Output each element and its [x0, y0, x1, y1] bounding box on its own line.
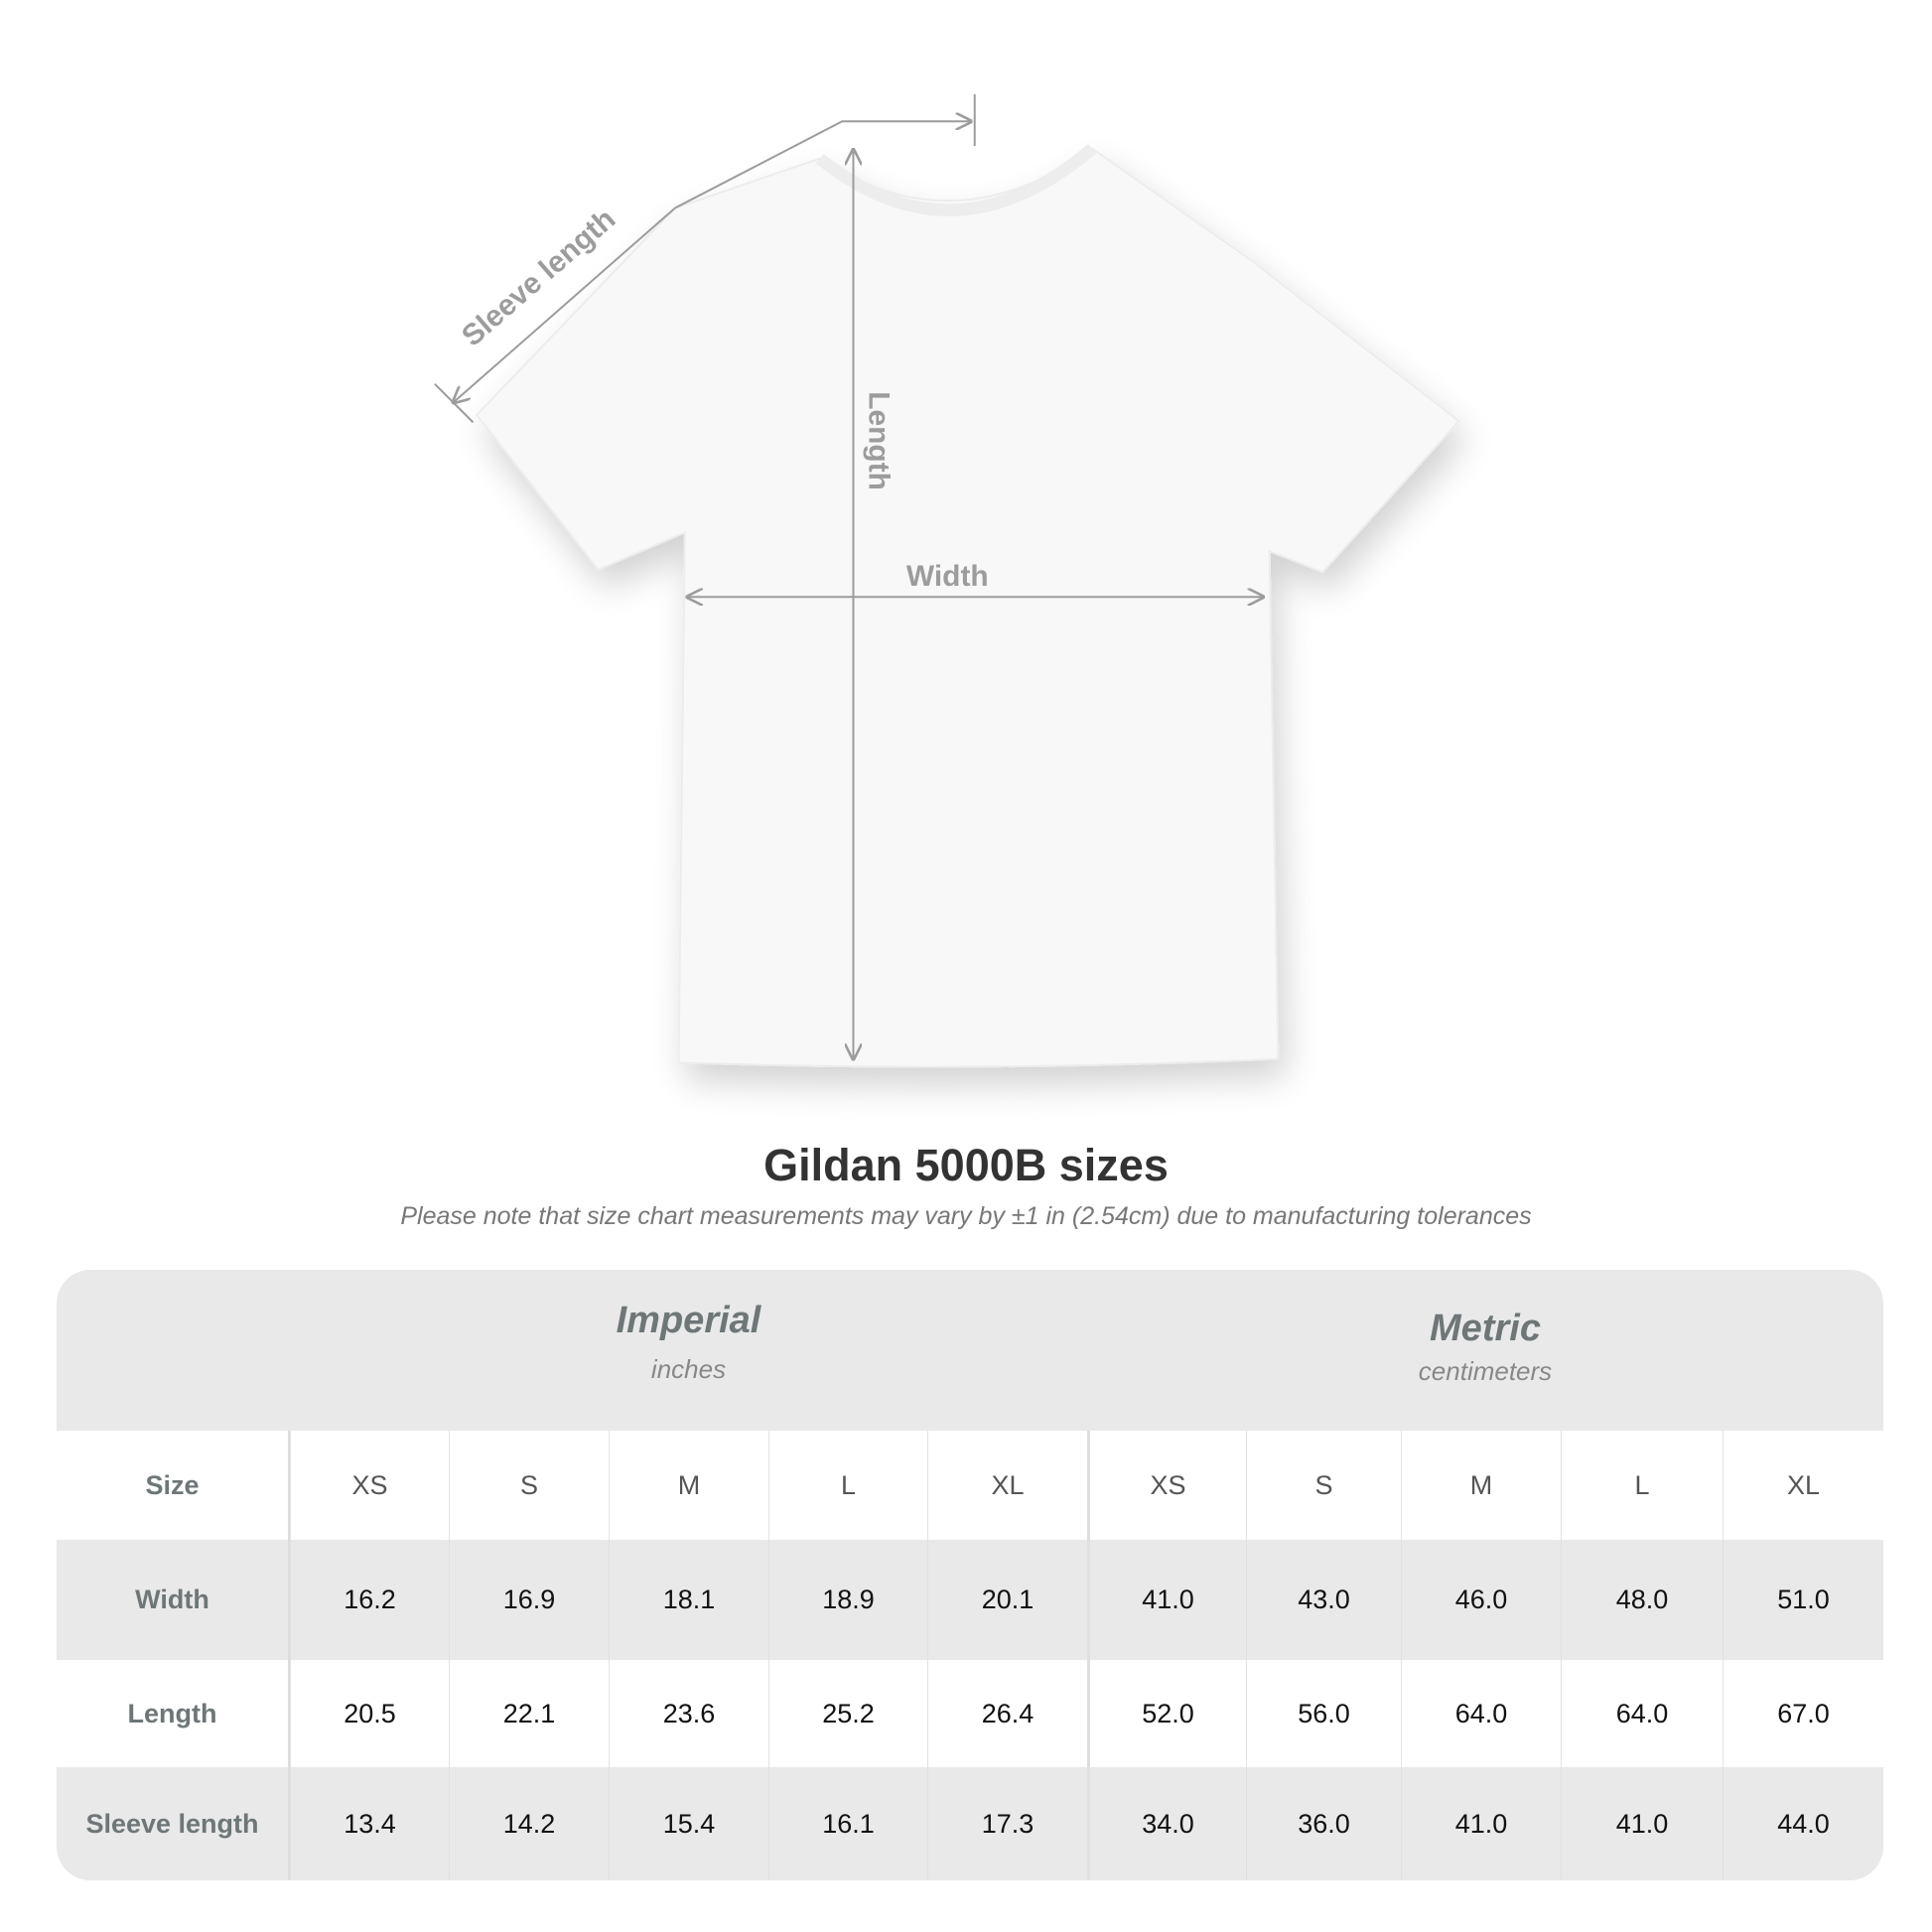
table-cell: 13.4	[290, 1767, 449, 1880]
size-header-cell: M	[609, 1431, 768, 1540]
table-cell: 16.2	[290, 1540, 449, 1660]
table-cell: 17.3	[927, 1767, 1087, 1880]
table-cell: 67.0	[1723, 1660, 1883, 1767]
table-cell: 18.1	[609, 1540, 768, 1660]
row-label: Size	[57, 1431, 290, 1540]
table-cell: 41.0	[1401, 1767, 1561, 1880]
size-header-cell: S	[1246, 1431, 1401, 1540]
row-label: Length	[57, 1660, 290, 1767]
tshirt-shape	[476, 147, 1460, 1068]
table-cell: 52.0	[1087, 1660, 1246, 1767]
size-header-cell: XL	[927, 1431, 1087, 1540]
group-title: Imperial	[616, 1300, 761, 1341]
table-cell: 20.1	[927, 1540, 1087, 1660]
table-cell: 23.6	[609, 1660, 768, 1767]
table-cell: 14.2	[449, 1767, 609, 1880]
table-cell: 16.9	[449, 1540, 609, 1660]
group-title: Metric	[1430, 1308, 1541, 1349]
table-cell: 64.0	[1561, 1660, 1723, 1767]
table-row: Sleeve length 13.4 14.2 15.4 16.1 17.3 34.0 36.…	[57, 1767, 1883, 1880]
sleeve-length-arrow	[454, 207, 676, 403]
size-header-cell: XS	[1087, 1431, 1246, 1540]
table-cell: 48.0	[1561, 1540, 1723, 1660]
table-cell: 51.0	[1723, 1540, 1883, 1660]
table-cell: 25.2	[768, 1660, 927, 1767]
table-cell: 16.1	[768, 1767, 927, 1880]
table-cell: 34.0	[1087, 1767, 1246, 1880]
table-cell: 46.0	[1401, 1540, 1561, 1660]
page-title: Gildan 5000B sizes	[763, 1140, 1169, 1190]
table-cell: 26.4	[927, 1660, 1087, 1767]
tolerance-note: Please note that size chart measurements…	[400, 1202, 1532, 1230]
size-header-row: Size XS S M L XL XS S M L XL	[57, 1431, 1883, 1540]
table-cell: 36.0	[1246, 1767, 1401, 1880]
table-row: Width 16.2 16.9 18.1 18.9 20.1 41.0 43.0 46.0 48.…	[57, 1540, 1883, 1660]
size-header-cell: M	[1401, 1431, 1561, 1540]
table-cell: 22.1	[449, 1660, 609, 1767]
row-label: Sleeve length	[57, 1767, 290, 1880]
size-header-cell: L	[768, 1431, 927, 1540]
length-label: Length	[863, 391, 896, 490]
table-cell: 41.0	[1087, 1540, 1246, 1660]
table-cell: 18.9	[768, 1540, 927, 1660]
group-imperial: Imperial inches	[290, 1300, 1087, 1385]
size-header-cell: XL	[1723, 1431, 1883, 1540]
size-header-cell: S	[449, 1431, 609, 1540]
row-label: Width	[57, 1540, 290, 1660]
group-unit: inches	[650, 1354, 727, 1384]
table-cell: 64.0	[1401, 1660, 1561, 1767]
group-unit: centimeters	[1418, 1356, 1553, 1386]
table-cell: 56.0	[1246, 1660, 1401, 1767]
size-chart-table: Imperial inches Metric centimeters Size X…	[57, 1270, 1883, 1880]
size-header-cell: L	[1561, 1431, 1723, 1540]
table-cell: 20.5	[290, 1660, 449, 1767]
table-group-header: Imperial inches Metric centimeters	[57, 1270, 1883, 1431]
table-cell: 15.4	[609, 1767, 768, 1880]
table-row: Length 20.5 22.1 23.6 25.2 26.4 52.0 56.0 64.0 64…	[57, 1660, 1883, 1767]
width-label: Width	[906, 560, 989, 593]
group-metric: Metric centimeters	[1087, 1308, 1883, 1387]
sleeve-start-tick	[434, 382, 475, 424]
table-cell: 41.0	[1561, 1767, 1723, 1880]
table-cell: 43.0	[1246, 1540, 1401, 1660]
size-header-cell: XS	[290, 1431, 449, 1540]
table-cell: 44.0	[1723, 1767, 1883, 1880]
sleeve-guide-line	[674, 121, 971, 209]
